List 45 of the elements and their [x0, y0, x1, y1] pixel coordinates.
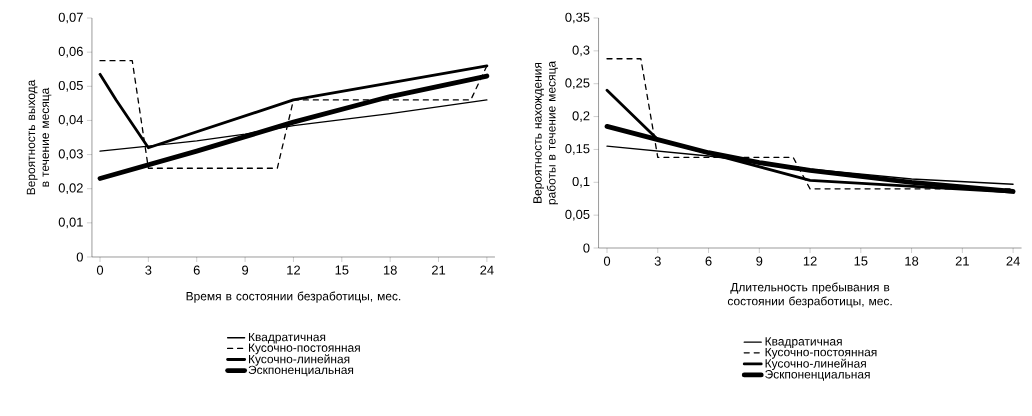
x-tick-label: 0: [96, 265, 104, 275]
y-tick-label: 0,1: [572, 176, 590, 188]
y-tick-label: 0,07: [58, 12, 83, 24]
legend-label: Кусочно-линейная: [765, 358, 866, 371]
x-tick-label: 3: [654, 256, 661, 266]
legend-label: Квадратичная: [249, 332, 326, 344]
y-axis-title: Вероятность выхода в течение месяца: [26, 79, 52, 195]
x-tick-label: 3: [145, 265, 152, 275]
x-tick-label: 24: [1006, 256, 1020, 266]
x-tick-label: 15: [854, 256, 868, 266]
legend-label: Кусочно-линейная: [249, 354, 350, 366]
x-tick-label: 12: [287, 265, 300, 275]
y-tick-label: 0,05: [58, 80, 83, 92]
y-tick-label: 0,3: [572, 45, 590, 57]
legend-label: Кусочно-постоянная: [249, 343, 360, 355]
x-tick-label: 18: [383, 265, 397, 275]
y-tick-label: 0: [583, 243, 590, 253]
legend-label: Кусочно-постоянная: [765, 348, 877, 359]
legend-label: Эскпоненциальная: [248, 365, 354, 377]
x-tick-label: 6: [193, 265, 200, 275]
y-axis-title: Вероятность нахождения работы в течение месяца: [533, 60, 558, 205]
x-tick-label: 18: [905, 256, 919, 266]
y-tick-label: 0,04: [58, 115, 84, 126]
x-axis-title: Время в состоянии безработицы, мес.: [186, 291, 401, 303]
y-tick-label: 0,03: [58, 149, 83, 160]
x-tick-label: 21: [431, 265, 446, 275]
y-tick-label: 0,02: [58, 183, 83, 195]
x-tick-label: 15: [335, 265, 349, 275]
x-tick-label: 21: [955, 256, 969, 266]
x-axis-title: Длительность пребывания в состоянии безработицы, мес.: [727, 282, 892, 308]
x-tick-label: 9: [756, 256, 763, 266]
x-tick-label: 9: [242, 265, 249, 275]
y-tick-label: 0,35: [565, 12, 590, 24]
x-tick-label: 0: [603, 256, 611, 266]
x-tick-label: 24: [480, 265, 494, 275]
x-tick-label: 6: [705, 256, 712, 266]
y-tick-label: 0,15: [565, 144, 590, 155]
legend-label: Квадратичная: [765, 337, 842, 348]
y-tick-label: 0,05: [565, 209, 590, 221]
y-tick-label: 0,06: [58, 46, 83, 58]
legend-label: Эскпоненциальная: [765, 370, 870, 381]
x-tick-label: 12: [803, 256, 817, 266]
y-tick-label: 0,01: [58, 217, 83, 229]
y-tick-label: 0,2: [572, 111, 590, 122]
y-tick-label: 0,25: [565, 78, 590, 90]
